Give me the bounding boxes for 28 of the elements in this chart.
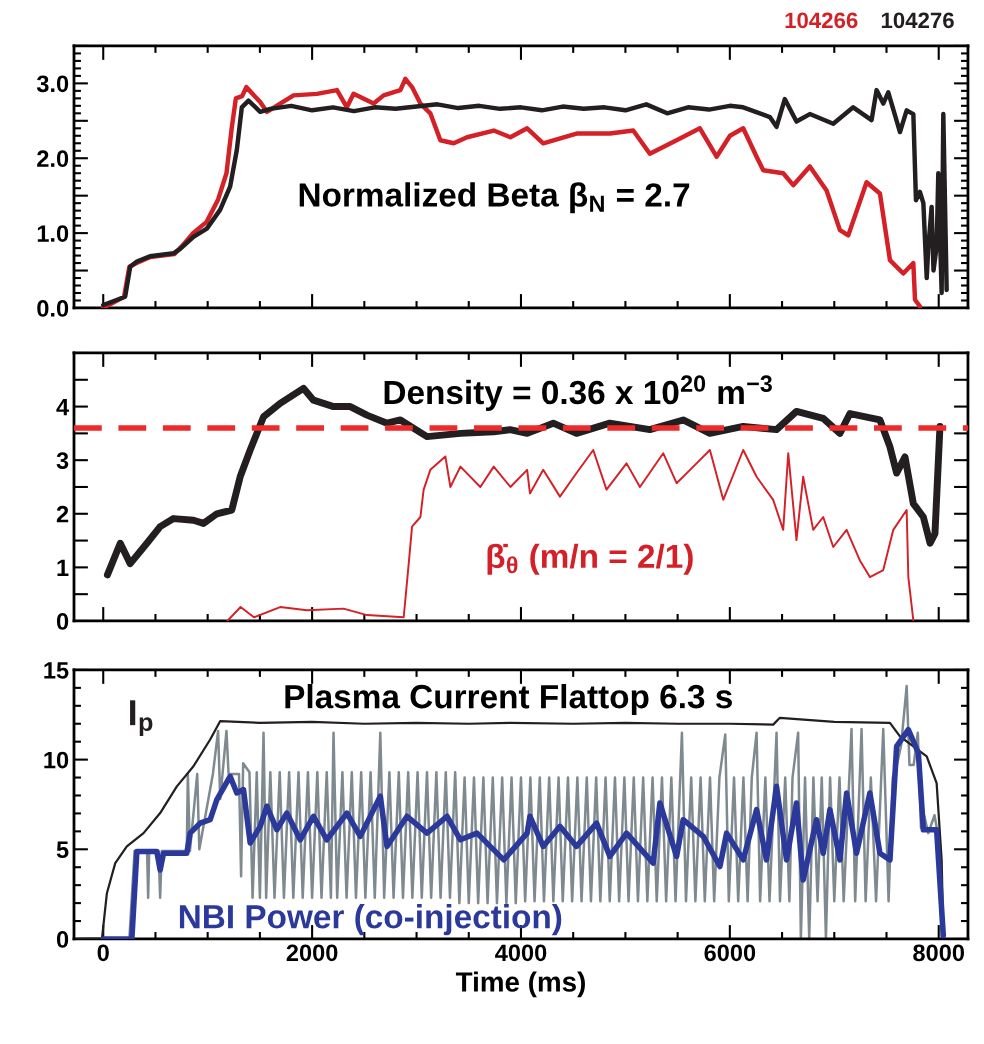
text: 104266 (785, 12, 858, 29)
x-tick-label: 8000 (913, 944, 965, 962)
x-tick-label: 0 (97, 944, 109, 962)
annotation: Plasma Current Flattop 6.3 s (285, 683, 732, 716)
annotation: Density = 0.36 x 10$^{20}$ m$^{−3}$ (384, 375, 772, 411)
x-axis-title: Time (ms) (455, 971, 585, 998)
y-tick-label: 0 (56, 931, 69, 948)
x-tick-label: 4000 (495, 944, 547, 962)
y-tick-label: 1.0 (37, 225, 69, 242)
y-tick-label: 0.0 (37, 300, 69, 317)
series-label: NBI Power (co-injection) (179, 904, 562, 936)
y-tick-label: 5 (56, 841, 69, 859)
y-tick-label: 1 (57, 559, 69, 576)
series-label: β̇$_{θ}$ (m/n = 2/1) (487, 543, 693, 575)
y-tick-label: 0 (56, 613, 69, 630)
y-tick-label: 2.0 (37, 150, 69, 168)
y-tick-label: 2 (56, 505, 69, 523)
x-tick-label: 2000 (286, 944, 338, 962)
text: 104276 (881, 12, 954, 29)
series-label: I$_{p}$ (130, 700, 153, 737)
y-tick-label: 10 (44, 751, 69, 769)
y-tick-label: 4 (56, 398, 70, 416)
annotation: Normalized Beta β$_{N}$ = 2.7 (299, 182, 690, 214)
y-tick-label: 3 (56, 452, 69, 469)
line-series (226, 449, 915, 621)
y-tick-label: 3.0 (36, 75, 69, 93)
y-tick-label: 15 (44, 662, 69, 679)
x-tick-label: 6000 (704, 944, 756, 962)
